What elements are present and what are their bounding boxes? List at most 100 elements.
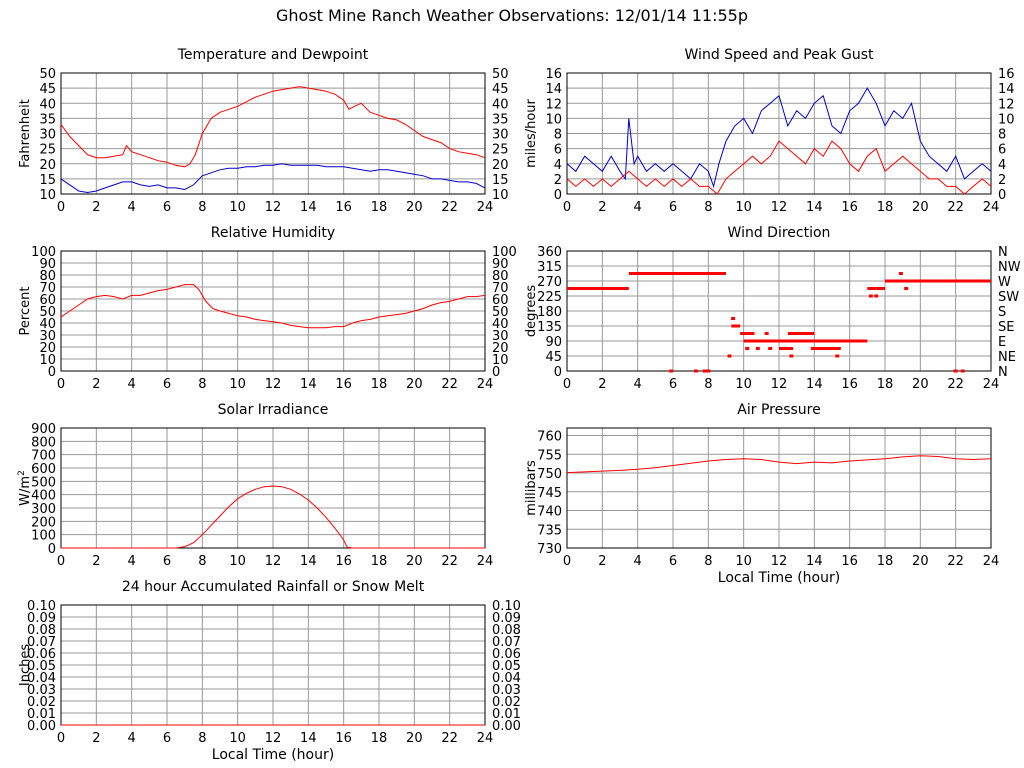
- x-axis-label: Local Time (hour): [212, 747, 334, 763]
- series-line: [566, 455, 992, 474]
- x-tick-label: 20: [406, 554, 423, 569]
- y-axis-label: W/m2: [17, 470, 33, 506]
- y-tick-label-right: 0.10: [492, 599, 521, 614]
- x-tick-label: 8: [198, 377, 206, 392]
- y-tick-label: 2: [554, 173, 562, 188]
- x-tick-label: 0: [563, 200, 571, 215]
- y-tick-label-right: 0.06: [492, 647, 521, 662]
- y-tick-label: 700: [31, 449, 56, 464]
- x-tick-label: 16: [841, 554, 858, 569]
- direction-point: [745, 347, 750, 350]
- y-tick-label: 0.00: [27, 719, 56, 734]
- x-tick-label: 18: [371, 200, 388, 215]
- x-tick-label: 20: [912, 554, 929, 569]
- series-line: [61, 485, 485, 549]
- y-tick-label-right: 10: [998, 112, 1015, 127]
- y-tick-label-right: 0.09: [492, 611, 521, 626]
- direction-tick-label: S: [998, 305, 1006, 320]
- y-tick-label: 0: [554, 365, 562, 380]
- direction-tick-label: N: [998, 245, 1008, 260]
- y-tick-label-right: 30: [492, 128, 509, 143]
- y-tick-label-right: 16: [998, 67, 1015, 82]
- y-tick-label-right: 0.07: [492, 635, 521, 650]
- x-tick-label: 14: [300, 731, 317, 746]
- series-line: [60, 86, 486, 168]
- x-tick-label: 0: [563, 554, 571, 569]
- x-tick-label: 4: [634, 554, 642, 569]
- direction-tick-label: N: [998, 365, 1008, 380]
- series-line: [60, 163, 486, 194]
- x-tick-label: 0: [563, 377, 571, 392]
- y-tick-label: 35: [39, 112, 56, 127]
- y-tick-label-right: 0: [492, 365, 500, 380]
- x-tick-label: 2: [598, 200, 606, 215]
- y-tick-label: 45: [39, 82, 56, 97]
- y-tick-label: 90: [545, 335, 562, 350]
- x-tick-label: 4: [128, 377, 136, 392]
- y-tick-label-right: 90: [492, 257, 509, 272]
- x-tick-label: 6: [163, 377, 171, 392]
- x-axis-label: Local Time (hour): [718, 570, 840, 586]
- x-tick-label: 14: [300, 554, 317, 569]
- y-tick-label: 0.01: [27, 707, 56, 722]
- chart-title: 24 hour Accumulated Rainfall or Snow Mel…: [122, 579, 425, 595]
- x-tick-label: 10: [229, 731, 246, 746]
- x-tick-label: 8: [704, 377, 712, 392]
- direction-point: [731, 317, 736, 320]
- y-tick-label-right: 30: [492, 329, 509, 344]
- series-line: [566, 140, 992, 195]
- y-tick-label: 360: [537, 245, 562, 260]
- x-tick-label: 8: [198, 731, 206, 746]
- x-tick-label: 22: [441, 731, 458, 746]
- x-tick-label: 20: [406, 200, 423, 215]
- y-tick-label: 760: [537, 430, 562, 445]
- direction-tick-label: NW: [998, 260, 1021, 275]
- direction-point: [953, 369, 958, 373]
- y-tick-label: 500: [31, 475, 56, 490]
- y-tick-label-right: 80: [492, 269, 509, 284]
- chart-title: Relative Humidity: [211, 225, 335, 241]
- x-tick-label: 16: [841, 377, 858, 392]
- y-tick-label-right: 14: [998, 82, 1015, 97]
- chart-title: Solar Irradiance: [218, 402, 329, 418]
- y-tick-label: 135: [537, 320, 562, 335]
- x-tick-label: 12: [771, 200, 788, 215]
- y-tick-label: 40: [39, 97, 56, 112]
- y-tick-label-right: 0: [998, 188, 1006, 203]
- y-tick-label-right: 6: [998, 143, 1006, 158]
- y-tick-label-right: 8: [998, 128, 1006, 143]
- y-tick-label-right: 15: [492, 173, 509, 188]
- direction-point: [868, 294, 873, 298]
- x-tick-label: 6: [163, 200, 171, 215]
- x-tick-label: 4: [634, 377, 642, 392]
- plot-frame: [60, 250, 486, 372]
- y-tick-label: 755: [537, 448, 562, 463]
- x-tick-label: 10: [735, 200, 752, 215]
- y-tick-label: 50: [39, 67, 56, 82]
- x-tick-label: 16: [335, 554, 352, 569]
- y-tick-label: 730: [537, 542, 562, 557]
- y-tick-label-right: 50: [492, 305, 509, 320]
- y-tick-label-right: 20: [492, 341, 509, 356]
- y-tick-label-right: 10: [492, 188, 509, 203]
- y-tick-label: 90: [39, 257, 56, 272]
- x-tick-label: 16: [335, 731, 352, 746]
- y-tick-label: 14: [545, 82, 562, 97]
- plot-frame: [566, 250, 992, 372]
- y-tick-label-right: 0.02: [492, 695, 521, 710]
- direction-point: [755, 347, 760, 350]
- series-line: [566, 87, 992, 189]
- x-tick-label: 22: [947, 200, 964, 215]
- y-tick-label: 180: [537, 305, 562, 320]
- direction-tick-label: SE: [998, 320, 1014, 335]
- y-tick-label: 0: [554, 188, 562, 203]
- y-tick-label: 20: [39, 158, 56, 173]
- y-tick-label: 50: [39, 305, 56, 320]
- x-tick-label: 12: [265, 554, 282, 569]
- direction-point: [904, 287, 909, 290]
- y-tick-label: 16: [545, 67, 562, 82]
- x-tick-label: 6: [669, 200, 677, 215]
- y-tick-label: 735: [537, 523, 562, 538]
